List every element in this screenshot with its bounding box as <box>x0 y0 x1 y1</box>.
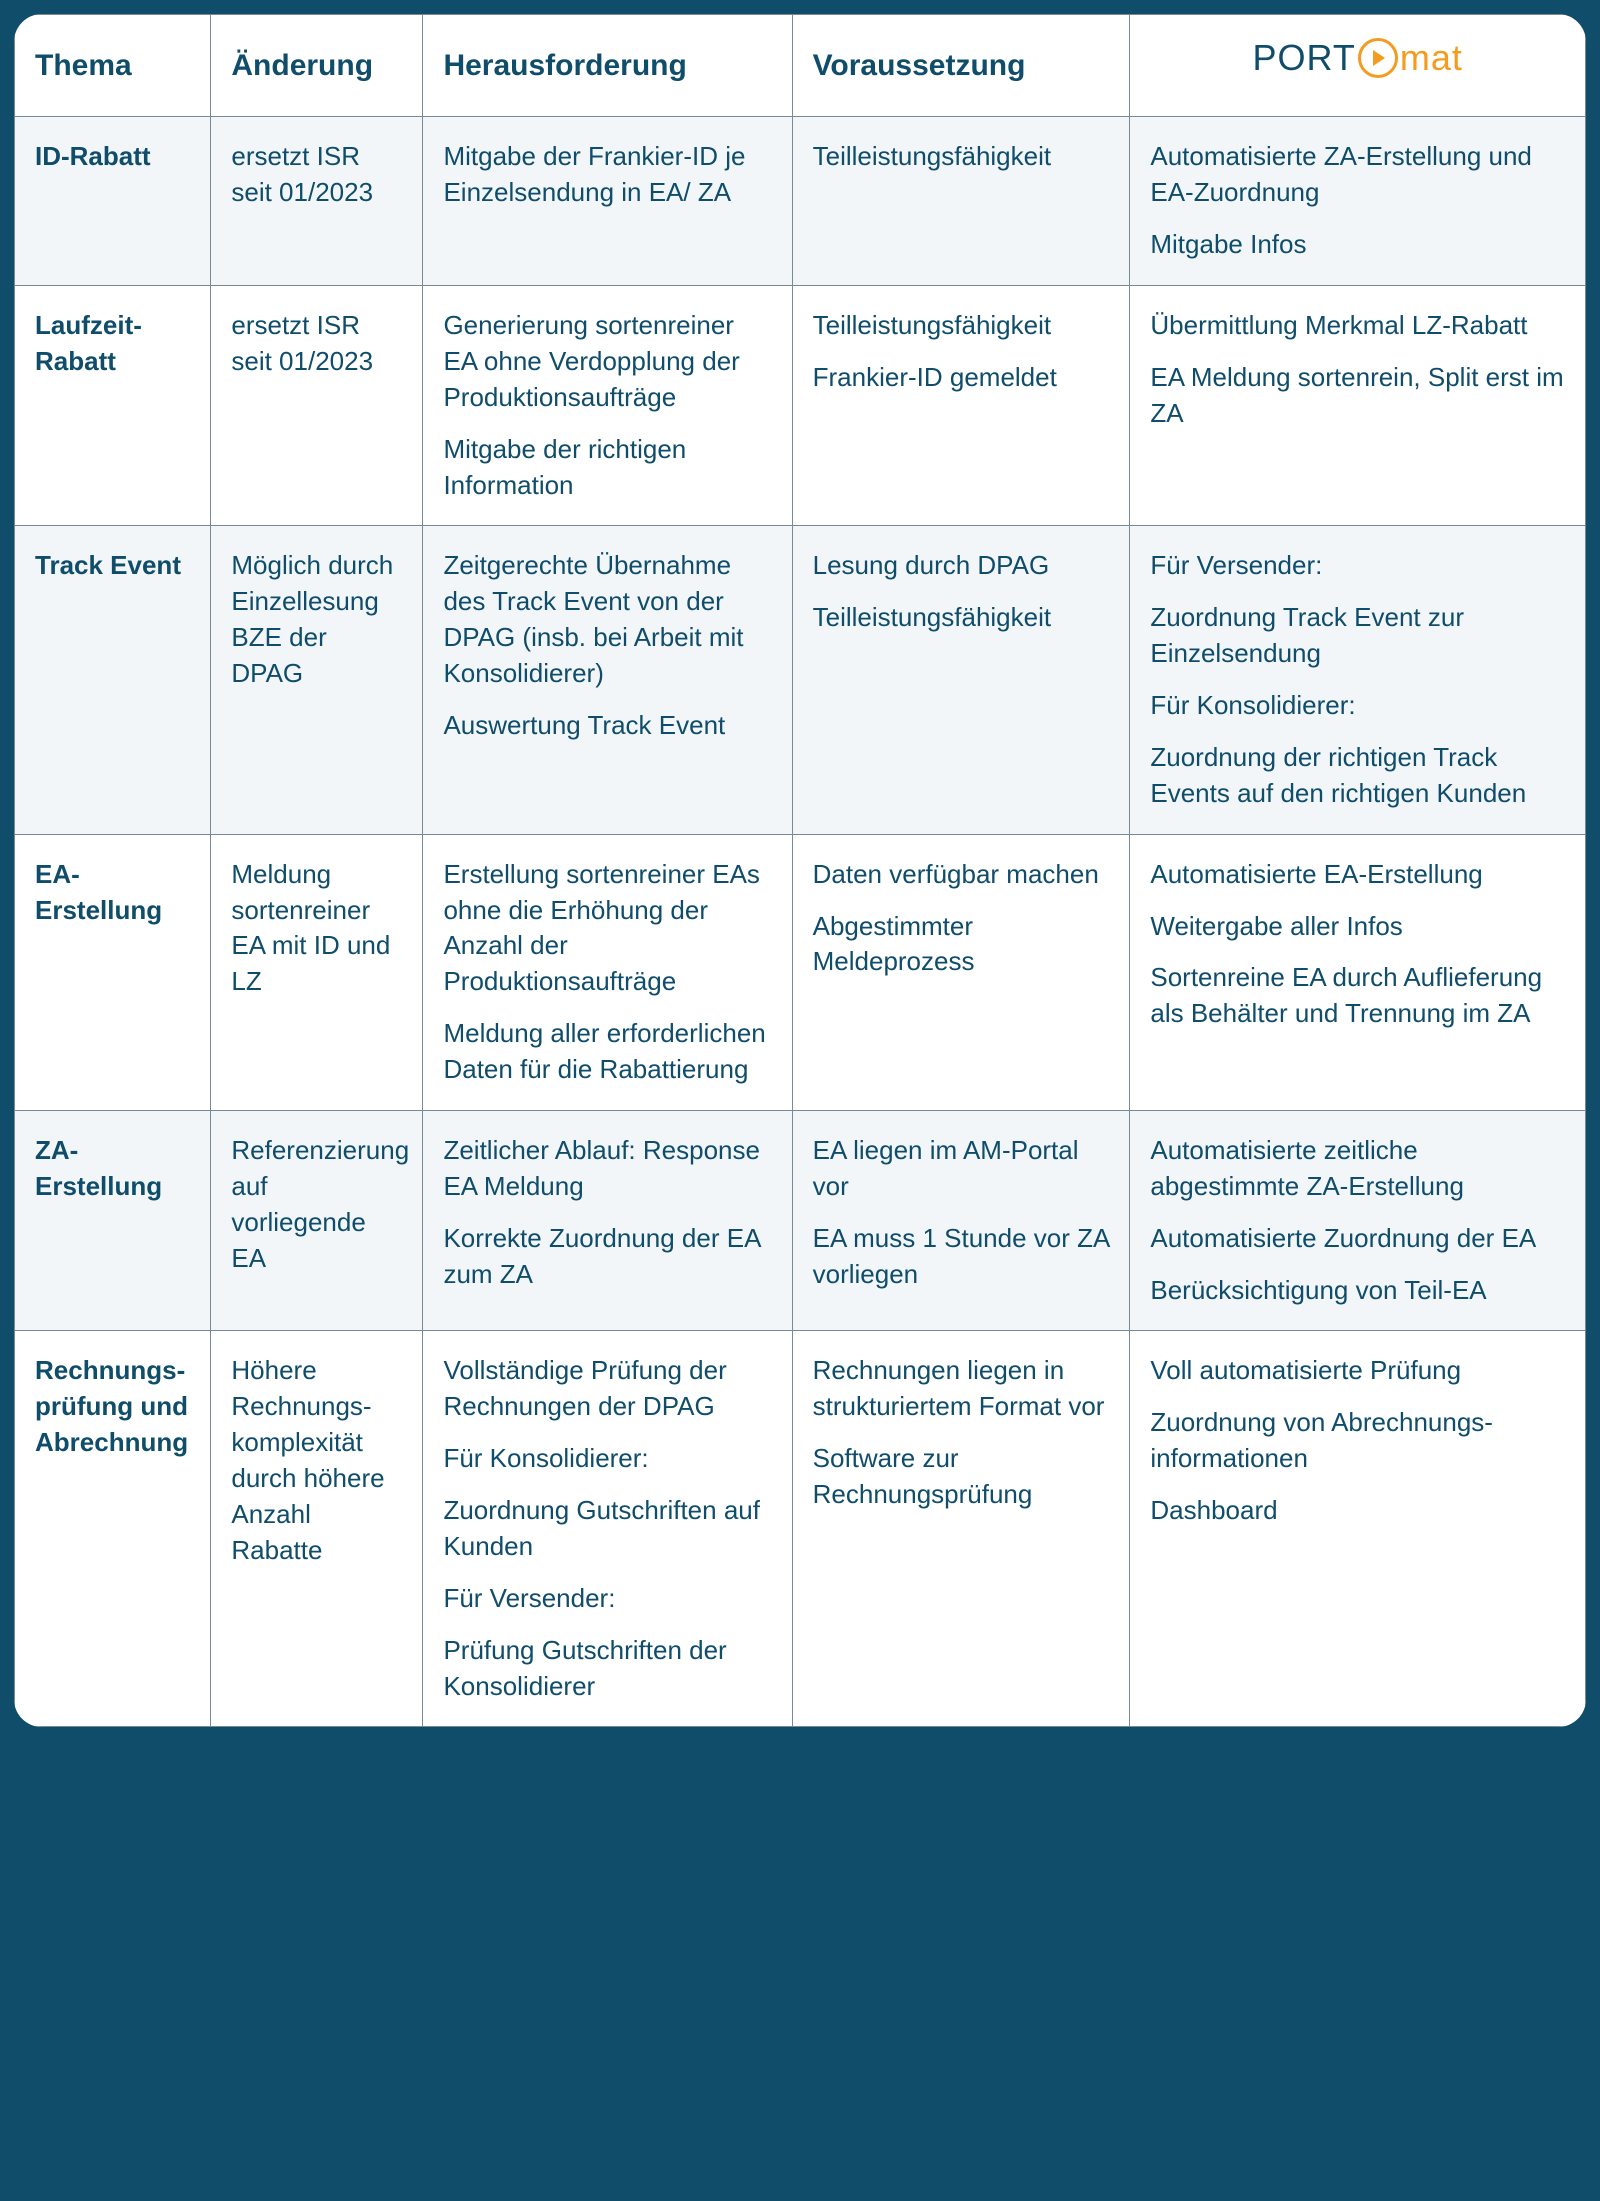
cell-paragraph: Für Konsolidierer: <box>443 1441 771 1477</box>
logo-play-icon <box>1358 38 1398 78</box>
cell-paragraph: Mitgabe der richtigen Information <box>443 432 771 504</box>
cell-solution: Voll automatisierte Prüfung Zuordnung von… <box>1130 1331 1586 1727</box>
cell-prereq: Rechnungen liegen in strukturiertem Form… <box>792 1331 1130 1727</box>
cell-paragraph: Meldung aller erforderlichen Daten für d… <box>443 1016 771 1088</box>
cell-paragraph: Meldung sortenreiner EA mit ID und LZ <box>231 857 402 1001</box>
table-row: Track EventMöglich durch Einzellesung BZ… <box>15 526 1586 834</box>
col-herausforderung: Herausforderung <box>423 15 792 117</box>
logo-text-2: mat <box>1400 33 1463 83</box>
cell-paragraph: ersetzt ISR seit 01/2023 <box>231 139 402 211</box>
logo-text-1: PORT <box>1253 33 1356 83</box>
cell-paragraph: Daten verfügbar machen <box>813 857 1110 893</box>
cell-challenge: Vollständige Prüfung der Rechnungen der … <box>423 1331 792 1727</box>
cell-paragraph: Rechnungen liegen in strukturiertem Form… <box>813 1353 1110 1425</box>
cell-paragraph: Sortenreine EA durch Auflieferung als Be… <box>1150 960 1565 1032</box>
cell-change: ersetzt ISR seit 01/2023 <box>211 117 423 286</box>
comparison-table: Thema Änderung Herausforderung Vorausset… <box>14 14 1586 1727</box>
cell-paragraph: Für Versender: <box>443 1581 771 1617</box>
cell-paragraph: Frankier-ID gemeldet <box>813 360 1110 396</box>
cell-paragraph: Weitergabe aller Infos <box>1150 909 1565 945</box>
cell-paragraph: Teilleistungsfähigkeit <box>813 600 1110 636</box>
cell-challenge: Generierung sortenreiner EA ohne Verdopp… <box>423 286 792 526</box>
cell-paragraph: Automatisierte zeitliche abgestimmte ZA-… <box>1150 1133 1565 1205</box>
cell-paragraph: Software zur Rechnungsprüfung <box>813 1441 1110 1513</box>
cell-paragraph: Teilleistungsfähigkeit <box>813 308 1110 344</box>
cell-change: Höhere Rechnungs-komplexität durch höher… <box>211 1331 423 1727</box>
cell-paragraph: EA Meldung sortenrein, Split erst im ZA <box>1150 360 1565 432</box>
cell-paragraph: Zuordnung Gutschriften auf Kunden <box>443 1493 771 1565</box>
table-card: Thema Änderung Herausforderung Vorausset… <box>14 14 1586 1727</box>
cell-change: ersetzt ISR seit 01/2023 <box>211 286 423 526</box>
cell-solution: Automatisierte zeitliche abgestimmte ZA-… <box>1130 1110 1586 1331</box>
cell-change: Referenzierung auf vorliegende EA <box>211 1110 423 1331</box>
table-row: EA-ErstellungMeldung sortenreiner EA mit… <box>15 834 1586 1110</box>
header-row: Thema Änderung Herausforderung Vorausset… <box>15 15 1586 117</box>
cell-solution: Automatisierte EA-Erstellung Weitergabe a… <box>1130 834 1586 1110</box>
cell-theme: Laufzeit-Rabatt <box>15 286 211 526</box>
cell-solution: Übermittlung Merkmal LZ-Rabatt EA Meldung… <box>1130 286 1586 526</box>
cell-paragraph: Automatisierte Zuordnung der EA <box>1150 1221 1565 1257</box>
cell-paragraph: Mitgabe Infos <box>1150 227 1565 263</box>
cell-paragraph: Automatisierte ZA-Erstellung und EA-Zuor… <box>1150 139 1565 211</box>
cell-paragraph: Voll automatisierte Prüfung <box>1150 1353 1565 1389</box>
cell-paragraph: Zeitlicher Ablauf: Response EA Meldung <box>443 1133 771 1205</box>
cell-solution: Automatisierte ZA-Erstellung und EA-Zuor… <box>1130 117 1586 286</box>
cell-paragraph: Mitgabe der Frankier-ID je Einzelsendung… <box>443 139 771 211</box>
cell-prereq: Teilleistungsfähigkeit Frankier-ID gemeld… <box>792 286 1130 526</box>
cell-theme: Track Event <box>15 526 211 834</box>
cell-paragraph: Vollständige Prüfung der Rechnungen der … <box>443 1353 771 1425</box>
table-body: ID-Rabatt ersetzt ISR seit 01/2023 Mitgabe… <box>15 117 1586 1727</box>
table-row: Laufzeit-Rabatt ersetzt ISR seit 01/2023 G… <box>15 286 1586 526</box>
cell-solution: Für Versender: Zuordnung Track Event zur … <box>1130 526 1586 834</box>
cell-paragraph: Zeitgerechte Übernahme des Track Event v… <box>443 548 771 692</box>
cell-paragraph: Dashboard <box>1150 1493 1565 1529</box>
cell-challenge: Zeitlicher Ablauf: Response EA Meldung Ko… <box>423 1110 792 1331</box>
cell-prereq: Lesung durch DPAG Teilleistungsfähigkeit <box>792 526 1130 834</box>
col-thema: Thema <box>15 15 211 117</box>
cell-paragraph: Teilleistungsfähigkeit <box>813 139 1110 175</box>
cell-paragraph: Automatisierte EA-Erstellung <box>1150 857 1565 893</box>
table-row: ZA-ErstellungReferenzierung auf vorliege… <box>15 1110 1586 1331</box>
cell-prereq: Teilleistungsfähigkeit <box>792 117 1130 286</box>
cell-theme: EA-Erstellung <box>15 834 211 1110</box>
table-row: ID-Rabatt ersetzt ISR seit 01/2023 Mitgabe… <box>15 117 1586 286</box>
portomat-logo: PORT mat <box>1253 33 1463 83</box>
cell-paragraph: Zuordnung von Abrechnungs-informationen <box>1150 1405 1565 1477</box>
cell-theme: ID-Rabatt <box>15 117 211 286</box>
cell-paragraph: Lesung durch DPAG <box>813 548 1110 584</box>
cell-paragraph: Übermittlung Merkmal LZ-Rabatt <box>1150 308 1565 344</box>
cell-paragraph: Generierung sortenreiner EA ohne Verdopp… <box>443 308 771 416</box>
cell-paragraph: Zuordnung Track Event zur Einzelsendung <box>1150 600 1565 672</box>
cell-challenge: Zeitgerechte Übernahme des Track Event v… <box>423 526 792 834</box>
cell-paragraph: ersetzt ISR seit 01/2023 <box>231 308 402 380</box>
cell-paragraph: Erstellung sortenreiner EAs ohne die Erh… <box>443 857 771 1001</box>
cell-paragraph: EA muss 1 Stunde vor ZA vorliegen <box>813 1221 1110 1293</box>
cell-paragraph: Möglich durch Einzellesung BZE der DPAG <box>231 548 402 692</box>
col-logo: PORT mat <box>1130 15 1586 117</box>
cell-challenge: Mitgabe der Frankier-ID je Einzelsendung… <box>423 117 792 286</box>
cell-paragraph: Prüfung Gutschriften der Konsolidierer <box>443 1633 771 1705</box>
cell-prereq: Daten verfügbar machen Abgestimmter Melde… <box>792 834 1130 1110</box>
cell-theme: ZA-Erstellung <box>15 1110 211 1331</box>
cell-paragraph: Berücksichtigung von Teil-EA <box>1150 1273 1565 1309</box>
cell-change: Meldung sortenreiner EA mit ID und LZ <box>211 834 423 1110</box>
cell-paragraph: Für Konsolidierer: <box>1150 688 1565 724</box>
cell-paragraph: EA liegen im AM-Portal vor <box>813 1133 1110 1205</box>
cell-challenge: Erstellung sortenreiner EAs ohne die Erh… <box>423 834 792 1110</box>
cell-paragraph: Auswertung Track Event <box>443 708 771 744</box>
col-aenderung: Änderung <box>211 15 423 117</box>
cell-prereq: EA liegen im AM-Portal vor EA muss 1 Stun… <box>792 1110 1130 1331</box>
cell-paragraph: Höhere Rechnungs-komplexität durch höher… <box>231 1353 402 1568</box>
cell-paragraph: Zuordnung der richtigen Track Events auf… <box>1150 740 1565 812</box>
cell-paragraph: Referenzierung auf vorliegende EA <box>231 1133 402 1277</box>
cell-paragraph: Für Versender: <box>1150 548 1565 584</box>
col-voraussetzung: Voraussetzung <box>792 15 1130 117</box>
cell-paragraph: Korrekte Zuordnung der EA zum ZA <box>443 1221 771 1293</box>
table-row: Rechnungs-prüfung und AbrechnungHöhere R… <box>15 1331 1586 1727</box>
cell-change: Möglich durch Einzellesung BZE der DPAG <box>211 526 423 834</box>
cell-theme: Rechnungs-prüfung und Abrechnung <box>15 1331 211 1727</box>
cell-paragraph: Abgestimmter Meldeprozess <box>813 909 1110 981</box>
